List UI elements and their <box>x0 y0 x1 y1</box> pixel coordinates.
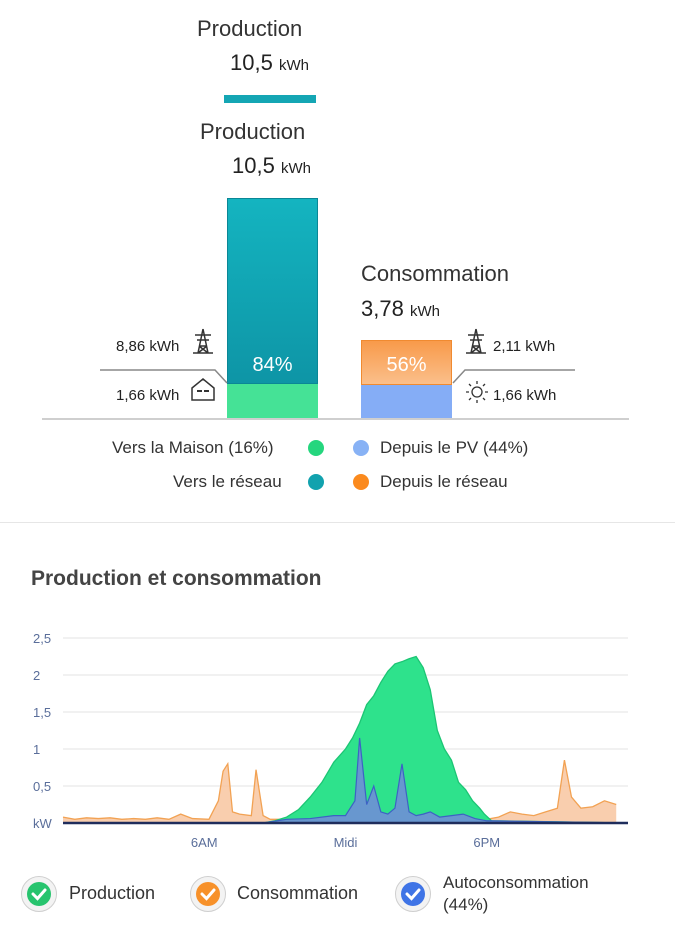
production-unit: kWh <box>280 160 311 177</box>
legend-autoconsommation-item[interactable]: Autoconsommation (44%) <box>395 870 635 918</box>
autoconsommation-line <box>63 737 629 824</box>
connector-lines <box>100 369 575 384</box>
left-grid-label: 8,86 kWh <box>116 338 179 355</box>
header-production-unit: kWh <box>278 57 309 74</box>
legend-dot-orange <box>353 474 369 490</box>
legend-dot-blue <box>353 440 369 456</box>
x-tick-label: Midi <box>334 835 358 850</box>
y-tick-label: 1,5 <box>33 705 51 720</box>
production-bar-maison <box>227 384 318 419</box>
legend-depuis-pv: Depuis le PV (44%) <box>380 438 529 457</box>
right-pv-unit: kWh <box>526 387 557 404</box>
consommation-bar-reseau <box>361 340 452 385</box>
legend-consommation-check <box>190 876 226 912</box>
right-pv-label: 1,66 kWh <box>493 387 556 404</box>
right-pv-value: 1,66 <box>493 387 523 404</box>
legend-vers-reseau: Vers le réseau <box>173 472 282 491</box>
consommation-bar-percent: 56% <box>386 354 427 376</box>
legend-consommation-label: Consommation <box>237 883 359 903</box>
production-line <box>63 655 629 824</box>
left-home-unit: kWh <box>149 387 180 404</box>
check-icon <box>27 882 51 906</box>
legend-autoconsommation-line1: Autoconsommation <box>443 873 589 892</box>
chart-section-title: Production et consommation <box>31 567 322 590</box>
right-grid-label: 2,11 kWh <box>493 338 555 355</box>
y-tick-label: 2,5 <box>33 631 51 646</box>
legend-dot-teal <box>308 474 324 490</box>
y-tick-label: 1 <box>33 742 40 757</box>
legend-autoconsommation-label: Autoconsommation (44%) <box>443 872 589 916</box>
production-title: Production <box>200 119 306 144</box>
card-divider <box>0 522 675 523</box>
header-production-title: Production <box>197 16 303 41</box>
header-production-bar <box>224 95 316 103</box>
check-icon <box>401 882 425 906</box>
pylon-icon <box>193 328 213 354</box>
header-production-value: 10,5 kWh <box>230 50 309 76</box>
consommation-bar[interactable]: 56% <box>361 340 452 419</box>
bars-baseline <box>42 418 629 420</box>
left-home-value: 1,66 <box>116 387 146 404</box>
consommation-title: Consommation <box>361 261 509 286</box>
check-icon <box>196 882 220 906</box>
consommation-value: 3,78 kWh <box>361 296 440 322</box>
right-grid-value: 2,11 <box>493 338 522 355</box>
right-grid-unit: kWh <box>525 338 556 355</box>
production-consommation-chart[interactable]: 2,5 2 1,5 1 0,5 kW 6AM Midi 6PM <box>0 620 675 855</box>
consommation-number: 3,78 <box>361 296 404 321</box>
production-bar-percent: 84% <box>252 354 293 376</box>
y-tick-label: 0,5 <box>33 779 51 794</box>
consommation-bar-pv <box>361 385 452 419</box>
production-bar[interactable]: 84% <box>227 198 318 419</box>
legend-consommation-item[interactable]: Consommation <box>190 876 380 912</box>
consommation-area <box>63 760 617 823</box>
production-area <box>63 656 628 823</box>
consommation-unit: kWh <box>409 303 440 320</box>
production-number: 10,5 <box>232 153 275 178</box>
production-bar-reseau <box>227 198 318 384</box>
legend-autoconsommation-line2: (44%) <box>443 895 489 914</box>
pylon-icon-right <box>466 328 486 354</box>
legend-autoconsommation-check <box>395 876 431 912</box>
sun-icon <box>466 381 488 403</box>
header-production-number: 10,5 <box>230 50 273 75</box>
production-value: 10,5 kWh <box>232 153 311 179</box>
house-icon <box>191 378 215 401</box>
y-tick-label: 2 <box>33 668 40 683</box>
left-grid-value: 8,86 <box>116 338 146 355</box>
legend-production-item[interactable]: Production <box>21 876 171 912</box>
y-unit-label: kW <box>33 816 53 831</box>
left-connector <box>100 369 228 384</box>
x-tick-label: 6PM <box>473 835 500 850</box>
legend-depuis-reseau: Depuis le réseau <box>380 472 508 491</box>
x-tick-label: 6AM <box>191 835 218 850</box>
legend-production-check <box>21 876 57 912</box>
left-grid-unit: kWh <box>149 338 180 355</box>
legend-dot-green <box>308 440 324 456</box>
legend-production-label: Production <box>69 883 156 903</box>
right-connector <box>452 369 575 384</box>
left-home-label: 1,66 kWh <box>116 387 179 404</box>
legend-vers-maison: Vers la Maison (16%) <box>112 438 274 457</box>
